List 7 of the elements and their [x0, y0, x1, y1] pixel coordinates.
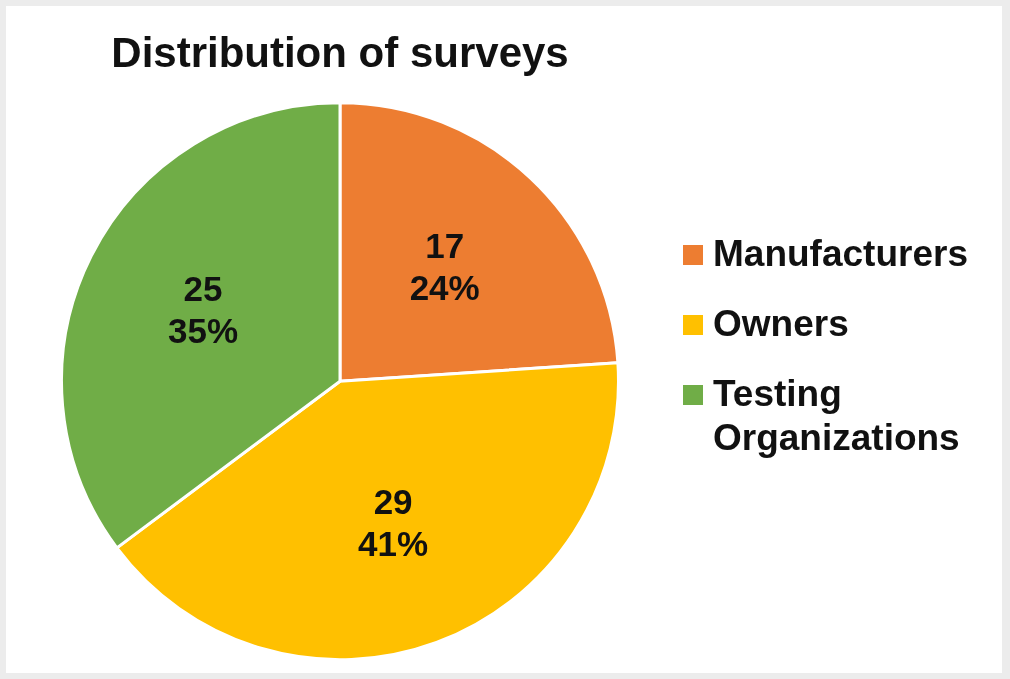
data-label: 25 35% [168, 269, 239, 351]
legend-label: Manufacturers [713, 232, 968, 276]
legend-label: Testing Organizations [713, 372, 961, 460]
data-label: 29 41% [358, 481, 429, 563]
data-label: 17 24% [409, 226, 480, 308]
legend-label: Owners [713, 302, 849, 346]
chart-title: Distribution of surveys [111, 28, 569, 76]
